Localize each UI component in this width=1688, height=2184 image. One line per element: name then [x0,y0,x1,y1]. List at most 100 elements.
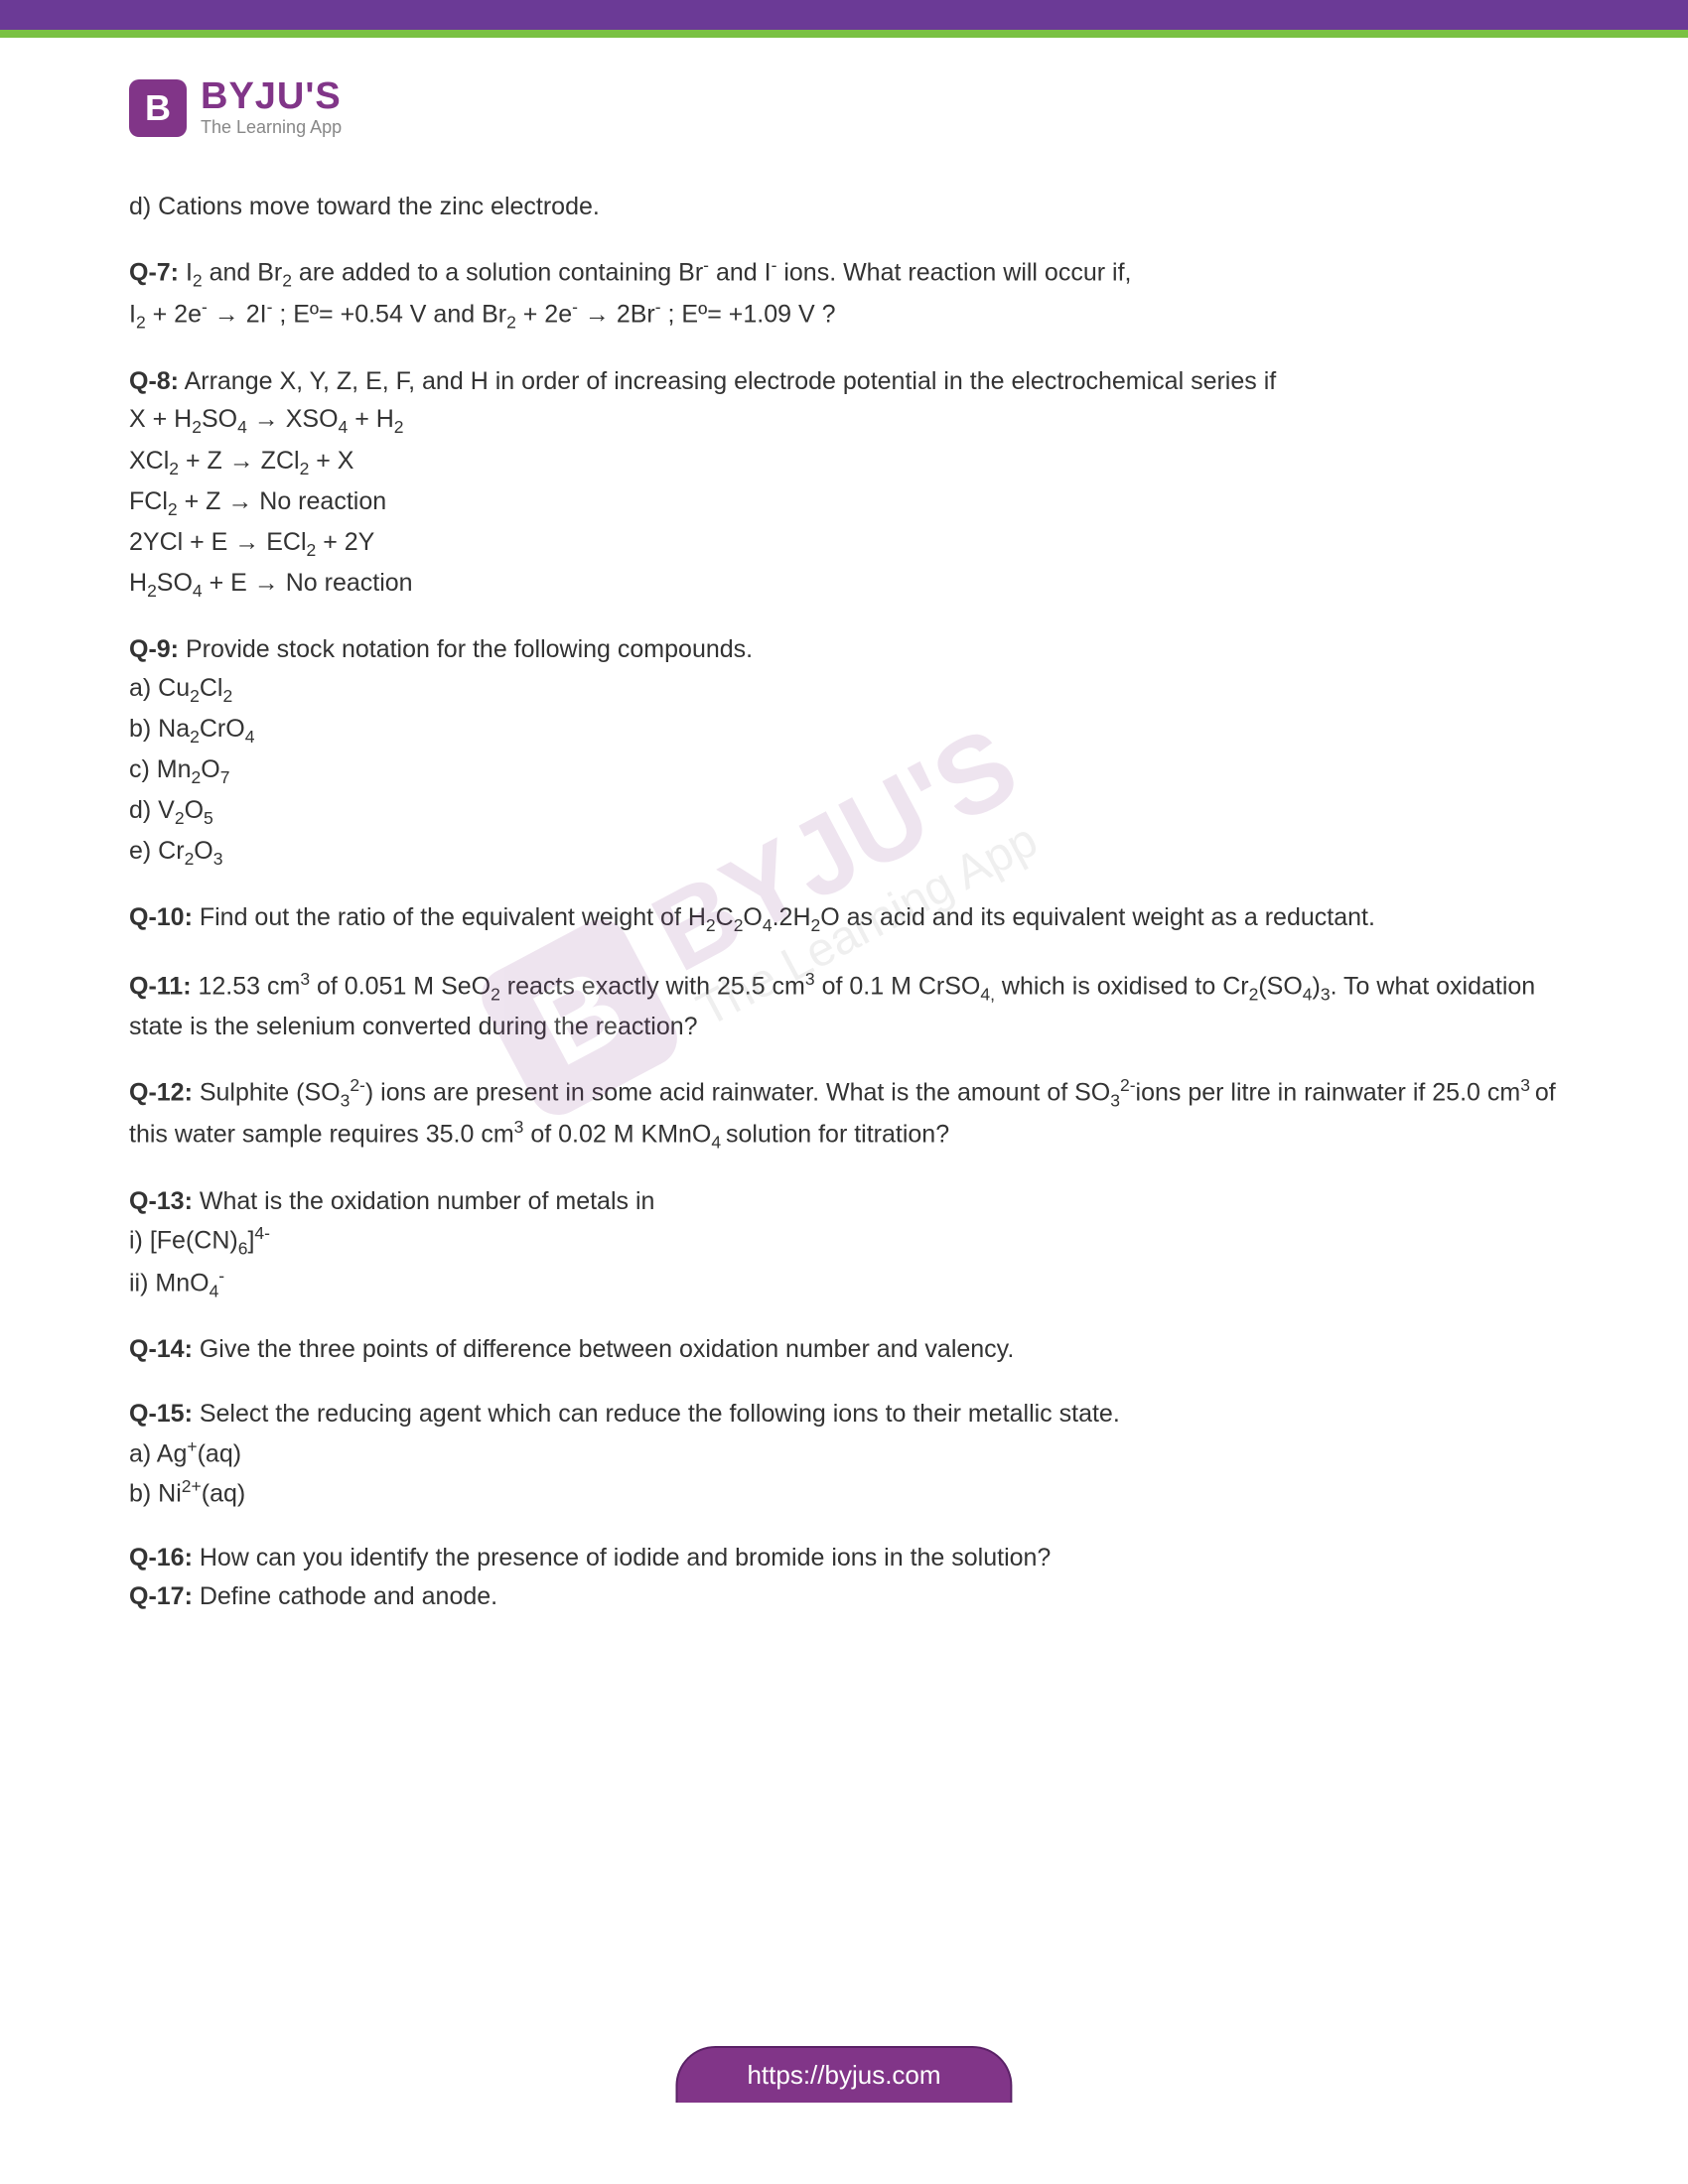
q11-label: Q-11: [129,972,192,1000]
q14-text: Give the three points of difference betw… [193,1335,1014,1363]
q11-f: (SO [1258,972,1302,1000]
q16-text: How can you identify the presence of iod… [193,1544,1051,1571]
q15-a1: a) Ag [129,1439,187,1467]
logo-badge: B [129,79,187,137]
question-10: Q-10: Find out the ratio of the equivale… [129,898,1559,939]
q15-label: Q-15: [129,1400,193,1428]
q10-b: C [716,903,734,931]
q8-r3a: FCl [129,487,168,515]
q7-l2e: + 2e [516,301,572,329]
brand-logo: B BYJU'S The Learning App [129,77,1559,138]
q16-label: Q-16: [129,1544,193,1571]
q8-r5b: SO [157,569,193,597]
q10-d: .2H [773,903,811,931]
q9-label: Q-9: [129,635,179,663]
footer-url: https://byjus.com [747,2060,940,2090]
q8-text: Arrange X, Y, Z, E, F, and H in order of… [179,367,1276,395]
q11-a: 12.53 cm [192,972,301,1000]
q11-g: ) [1313,972,1321,1000]
q7-t4: and I [709,258,772,286]
q8-label: Q-8: [129,367,179,395]
q12-f: solution for titration? [726,1121,949,1149]
page-content: B BYJU'S The Learning App B BYJU'S The L… [0,38,1688,2103]
q7-l2f: → 2Br [578,301,655,329]
q7-l2c: → 2I [208,301,267,329]
q13-label: Q-13: [129,1187,193,1215]
q9-a1: a) Cu [129,674,190,702]
question-11: Q-11: 12.53 cm3 of 0.051 M SeO2 reacts e… [129,966,1559,1046]
q9-b1: b) Na [129,715,190,743]
q9-a2: Cl [200,674,223,702]
q8-r4a: 2YCl + E → ECl [129,528,307,556]
document-body: d) Cations move toward the zinc electrod… [129,188,1559,1615]
q8-r2c: + X [309,447,353,475]
question-15: Q-15: Select the reducing agent which ca… [129,1395,1559,1513]
q9-e2: O [194,837,212,865]
q11-e: which is oxidised to Cr [995,972,1249,1000]
q15-a2: (aq) [198,1439,241,1467]
q8-r2a: XCl [129,447,169,475]
q12-a: Sulphite (SO [193,1078,341,1106]
q8-r1c: → XSO [247,405,339,433]
q9-e1: e) Cr [129,837,185,865]
question-12: Q-12: Sulphite (SO32-) ions are present … [129,1072,1559,1157]
q8-r5c: + E → No reaction [203,569,413,597]
q11-d: of 0.1 M CrSO [815,972,981,1000]
q8-r1d: + H [348,405,394,433]
q11-c: reacts exactly with 25.5 cm [500,972,805,1000]
q13-ii-a: ii) MnO [129,1269,210,1297]
question-7: Q-7: I2 and Br2 are added to a solution … [129,252,1559,337]
q13-text: What is the oxidation number of metals i… [193,1187,655,1215]
q12-label: Q-12: [129,1078,193,1106]
q12-b: ) ions are present in some acid rainwate… [365,1078,1110,1106]
q9-d1: d) V [129,796,175,824]
brand-tagline: The Learning App [201,117,342,138]
q15-b2: (aq) [202,1479,245,1507]
q8-r1a: X + H [129,405,192,433]
q14-label: Q-14: [129,1335,193,1363]
green-accent-line [0,30,1688,38]
question-16-17: Q-16: How can you identify the presence … [129,1539,1559,1616]
question-13: Q-13: What is the oxidation number of me… [129,1182,1559,1305]
q15-b1: b) Ni [129,1479,182,1507]
q8-r3b: + Z → No reaction [178,487,387,515]
q10-c: O [743,903,762,931]
q17-label: Q-17: [129,1582,193,1610]
q7-l2a: I [129,301,136,329]
q8-r4b: + 2Y [316,528,374,556]
q9-c2: O [201,755,219,783]
q9-text: Provide stock notation for the following… [179,635,753,663]
q9-d2: O [185,796,204,824]
q11-b: of 0.051 M SeO [310,972,491,1000]
q7-t3: are added to a solution containing Br [292,258,703,286]
q12-e: of 0.02 M KMnO [523,1121,711,1149]
question-9: Q-9: Provide stock notation for the foll… [129,630,1559,873]
q13-i-a: i) [Fe(CN) [129,1227,238,1255]
q8-r2b: + Z → ZCl [179,447,300,475]
brand-name: BYJU'S [201,77,342,115]
question-14: Q-14: Give the three points of differenc… [129,1330,1559,1369]
q10-e: O as acid and its equivalent weight as a… [820,903,1375,931]
q9-c1: c) Mn [129,755,192,783]
question-8: Q-8: Arrange X, Y, Z, E, F, and H in ord… [129,362,1559,605]
q7-l2d: ; Eº= +0.54 V and Br [272,301,506,329]
q8-r1b: SO [202,405,237,433]
q10-label: Q-10: [129,903,193,931]
q9-b2: CrO [200,715,245,743]
q7-t2: and Br [203,258,283,286]
q7-l2b: + 2e [146,301,202,329]
q10-a: Find out the ratio of the equivalent wei… [193,903,706,931]
top-bar [0,0,1688,30]
q8-r5a: H [129,569,147,597]
logo-text-block: BYJU'S The Learning App [201,77,342,138]
q17-text: Define cathode and anode. [193,1582,497,1610]
q15-text: Select the reducing agent which can redu… [193,1400,1120,1428]
q7-label: Q-7: [129,258,179,286]
footer-url-pill[interactable]: https://byjus.com [675,2046,1012,2103]
q7-l2g: ; Eº= +1.09 V ? [661,301,836,329]
logo-letter: B [145,87,171,129]
q12-c: ions per litre in rainwater if 25.0 cm [1136,1078,1521,1106]
q7-t1: I [179,258,193,286]
q7-t5: ions. What reaction will occur if, [776,258,1131,286]
option-d: d) Cations move toward the zinc electrod… [129,188,1559,226]
